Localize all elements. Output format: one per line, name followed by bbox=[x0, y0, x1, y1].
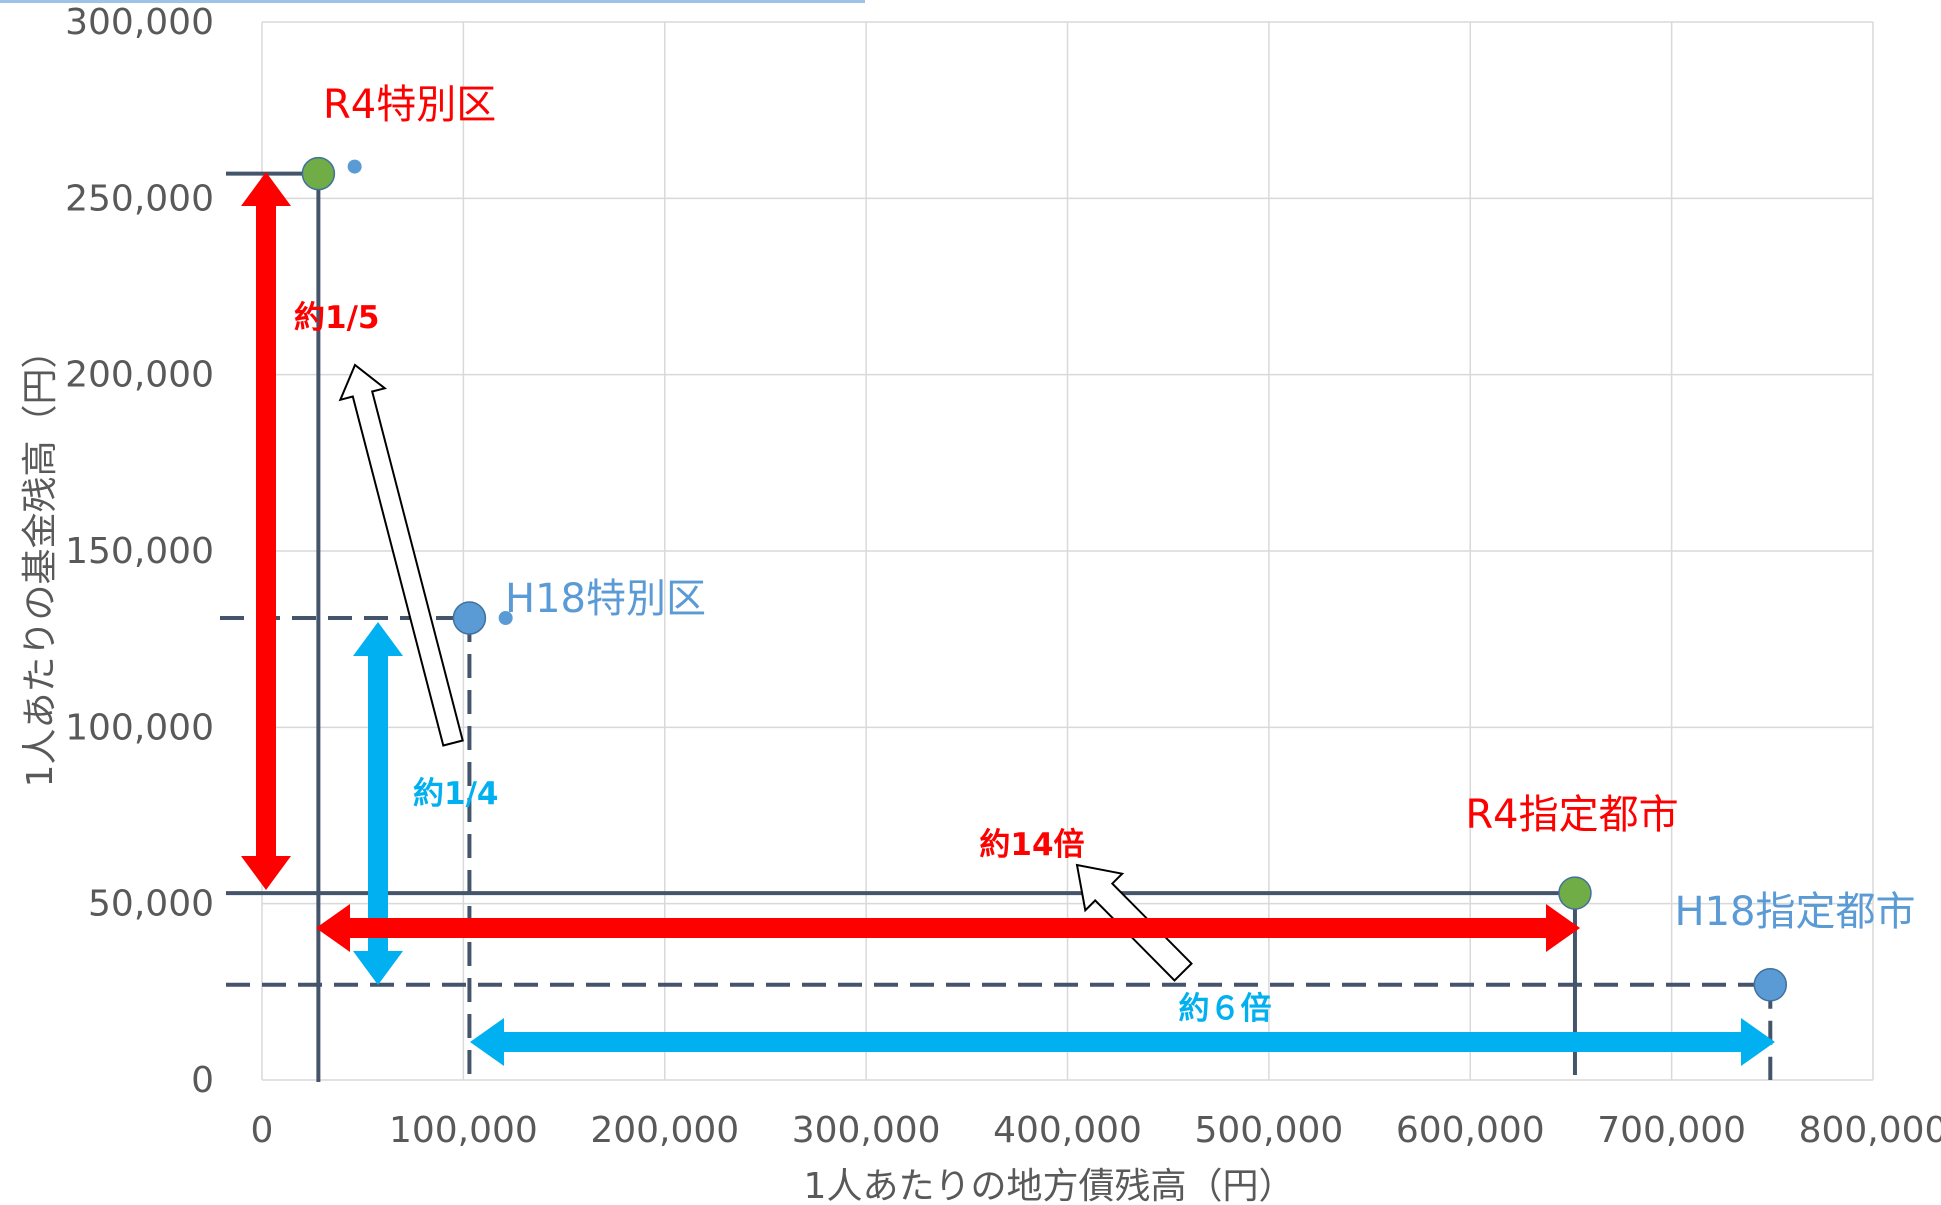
x-axis-title: 1人あたりの地方債残高（円） bbox=[804, 1166, 1295, 1205]
blue-vertical-double-arrow bbox=[353, 622, 403, 985]
data-point-label: H18指定都市 bbox=[1675, 889, 1916, 935]
data-point-marker bbox=[1753, 968, 1788, 1002]
x-tick-label: 600,000 bbox=[1396, 1110, 1545, 1151]
x-tick-labels: 0 100,000 200,000 300,000 400,000 500,000 600,… bbox=[251, 1110, 1941, 1151]
annotation-label: 約６倍 bbox=[1179, 991, 1272, 1027]
guide-lines bbox=[220, 171, 1773, 1082]
y-tick-label: 300,000 bbox=[65, 2, 214, 43]
x-tick-label: 500,000 bbox=[1194, 1110, 1343, 1151]
red-horizontal-double-arrow bbox=[316, 904, 1580, 952]
x-tick-label: 300,000 bbox=[792, 1110, 941, 1151]
x-tick-label: 0 bbox=[251, 1110, 274, 1151]
small-marker bbox=[498, 611, 513, 626]
data-points: R4特別区 H18特別区 R4指定都市 H18指定都市 bbox=[301, 82, 1916, 1002]
x-tick-label: 800,000 bbox=[1799, 1110, 1941, 1151]
annotation-label: 約14倍 bbox=[979, 827, 1084, 863]
red-vertical-double-arrow bbox=[241, 172, 291, 890]
x-tick-label: 700,000 bbox=[1597, 1110, 1746, 1151]
small-marker bbox=[347, 159, 362, 174]
data-point-marker bbox=[1558, 876, 1592, 910]
data-point-marker bbox=[452, 601, 487, 635]
trend-arrow-tokubetsuku bbox=[338, 363, 464, 747]
y-tick-label: 100,000 bbox=[65, 707, 214, 748]
y-tick-labels: 0 50,000 100,000 150,000 200,000 250,000 300,0… bbox=[65, 2, 214, 1101]
y-tick-label: 200,000 bbox=[65, 355, 214, 396]
annotation-label: 約1/5 bbox=[294, 300, 379, 336]
data-point-label: H18特別区 bbox=[505, 576, 706, 622]
y-axis-title: 1人あたりの基金残高（円） bbox=[20, 333, 61, 788]
x-tick-label: 200,000 bbox=[590, 1110, 739, 1151]
grid bbox=[261, 21, 1874, 1081]
x-tick-label: 100,000 bbox=[389, 1110, 538, 1151]
y-tick-label: 150,000 bbox=[65, 531, 214, 572]
y-tick-label: 250,000 bbox=[65, 178, 214, 219]
data-point-marker bbox=[301, 156, 336, 191]
y-tick-label: 0 bbox=[191, 1060, 214, 1101]
data-point-label: R4特別区 bbox=[323, 82, 496, 128]
measure-arrows bbox=[241, 172, 1775, 1066]
blue-horizontal-double-arrow bbox=[470, 1018, 1775, 1066]
annotation-label: 約1/4 bbox=[413, 776, 498, 812]
y-tick-label: 50,000 bbox=[88, 884, 214, 925]
x-tick-label: 400,000 bbox=[993, 1110, 1142, 1151]
data-point-label: R4指定都市 bbox=[1465, 792, 1678, 838]
